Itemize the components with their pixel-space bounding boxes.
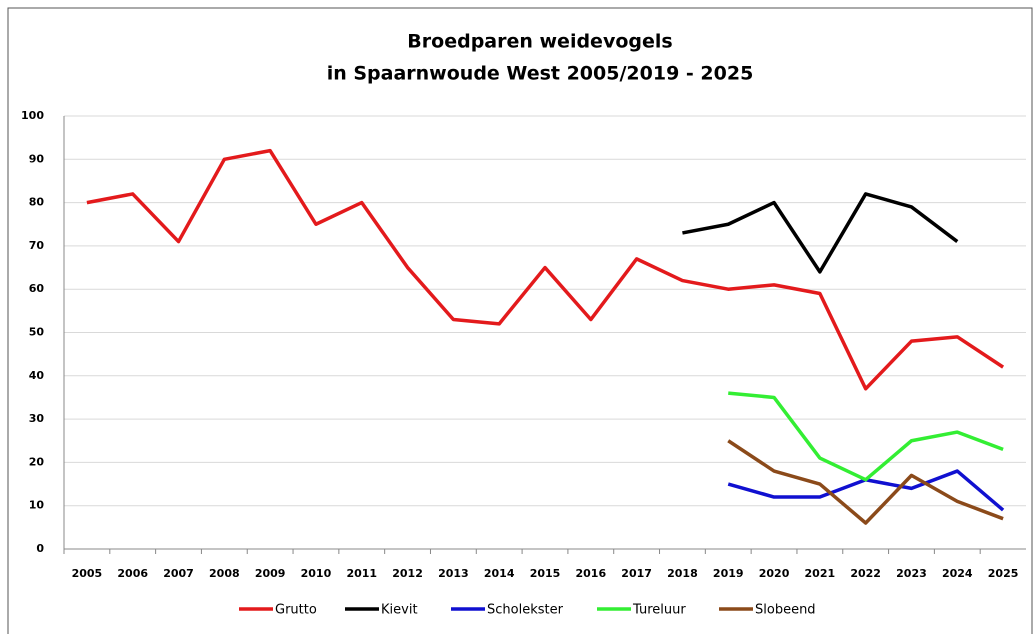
legend-label: Kievit xyxy=(381,603,418,618)
y-tick-label: 60 xyxy=(29,282,45,295)
y-tick-label: 80 xyxy=(29,196,45,209)
x-tick-label: 2013 xyxy=(438,567,469,580)
series-line xyxy=(86,148,1005,391)
y-tick-label: 90 xyxy=(29,152,45,165)
x-tick-label: 2016 xyxy=(575,567,606,580)
x-tick-label: 2017 xyxy=(621,567,652,580)
series-line xyxy=(682,192,959,274)
y-tick-label: 100 xyxy=(21,109,44,122)
legend-label: Slobeend xyxy=(755,603,816,618)
x-tick-label: 2023 xyxy=(896,567,927,580)
x-tick-label: 2005 xyxy=(72,567,103,580)
legend-label: Scholekster xyxy=(487,603,564,618)
x-tick-label: 2011 xyxy=(346,567,377,580)
x-tick-label: 2020 xyxy=(759,567,790,580)
y-tick-label: 30 xyxy=(29,412,45,425)
x-tick-label: 2024 xyxy=(942,567,973,580)
x-tick-label: 2018 xyxy=(667,567,698,580)
x-tick-label: 2022 xyxy=(850,567,881,580)
legend-label: Tureluur xyxy=(632,603,686,618)
x-tick-label: 2012 xyxy=(392,567,423,580)
chart-frame xyxy=(7,7,1033,634)
y-tick-label: 50 xyxy=(29,326,45,339)
chart-title: Broedparen weidevogels xyxy=(407,31,672,53)
y-tick-label: 0 xyxy=(36,542,44,555)
y-tick-label: 10 xyxy=(29,499,45,512)
x-tick-label: 2019 xyxy=(713,567,744,580)
x-tick-label: 2025 xyxy=(988,567,1019,580)
x-tick-label: 2010 xyxy=(301,567,332,580)
y-tick-label: 20 xyxy=(29,455,45,468)
x-tick-label: 2006 xyxy=(117,567,148,580)
x-tick-label: 2021 xyxy=(805,567,836,580)
legend-label: Grutto xyxy=(275,603,317,618)
x-tick-label: 2014 xyxy=(484,567,515,580)
y-tick-label: 40 xyxy=(29,369,45,382)
chart-title: in Spaarnwoude West 2005/2019 - 2025 xyxy=(327,63,754,85)
x-tick-label: 2009 xyxy=(255,567,286,580)
x-tick-label: 2015 xyxy=(530,567,561,580)
x-tick-label: 2007 xyxy=(163,567,194,580)
series-line xyxy=(727,439,1004,525)
x-tick-label: 2008 xyxy=(209,567,240,580)
series-line xyxy=(728,391,1004,482)
y-tick-label: 70 xyxy=(29,239,45,252)
